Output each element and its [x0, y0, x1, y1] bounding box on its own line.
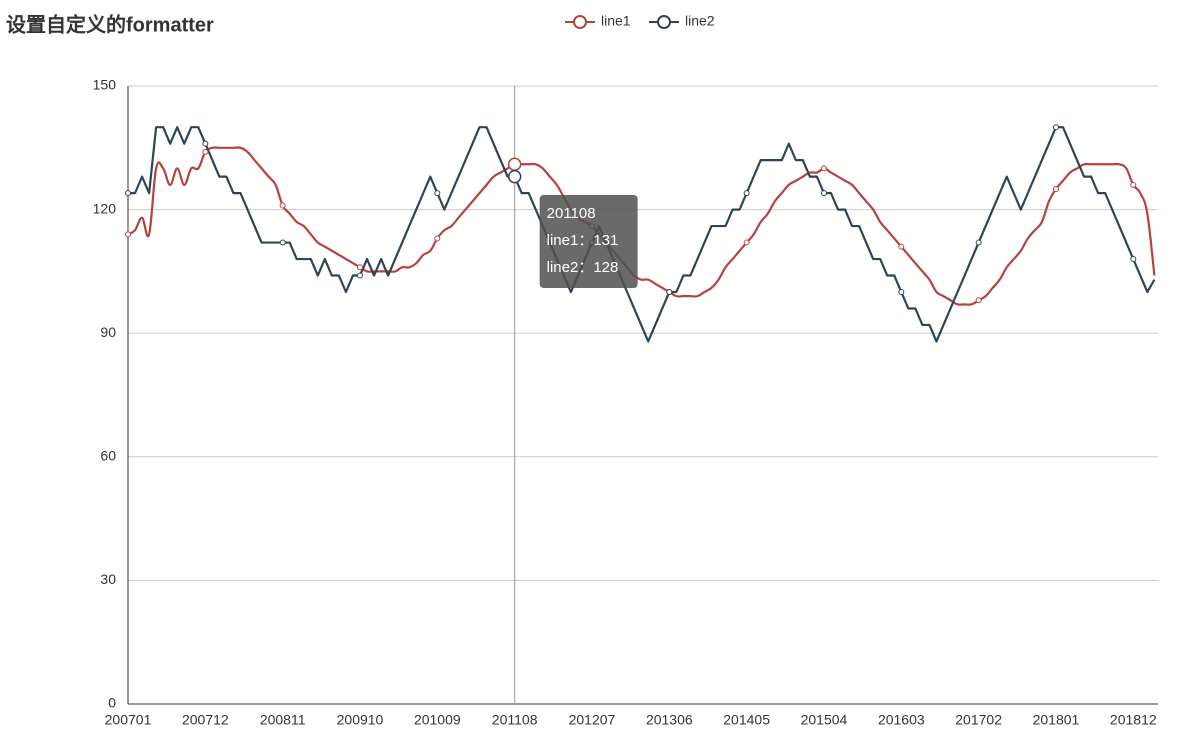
tooltip-text: 201108 — [547, 205, 596, 222]
legend-symbol — [573, 15, 587, 29]
data-point — [125, 231, 131, 238]
y-tick-label: 30 — [100, 571, 116, 587]
data-point — [1052, 124, 1059, 131]
series-line — [127, 146, 1156, 306]
data-point — [202, 148, 209, 155]
tooltip-text: line2：128 — [547, 259, 619, 276]
data-point — [507, 157, 522, 172]
x-tick-label: 201306 — [646, 712, 693, 728]
y-tick-label: 0 — [108, 695, 116, 711]
x-tick-label: 201603 — [878, 712, 925, 728]
data-point — [507, 169, 522, 184]
data-point — [1052, 186, 1059, 192]
data-point — [125, 190, 131, 197]
data-point — [820, 190, 827, 197]
legend-label: line1 — [601, 13, 631, 29]
data-point — [975, 297, 982, 304]
data-point — [1130, 181, 1137, 188]
data-point — [356, 272, 363, 279]
series-line — [128, 126, 1156, 343]
data-point — [820, 165, 827, 172]
y-tick-label: 120 — [93, 200, 117, 216]
data-point — [1130, 256, 1137, 263]
data-point — [743, 239, 750, 246]
data-point — [279, 202, 286, 209]
tooltip-box — [539, 195, 638, 288]
x-tick-label: 201801 — [1033, 712, 1080, 728]
data-point — [279, 239, 286, 246]
tooltip-text: line1：131 — [547, 232, 619, 249]
x-tick-label: 200701 — [105, 712, 152, 728]
x-tick-label: 200811 — [260, 712, 306, 728]
y-tick-label: 150 — [93, 77, 117, 93]
legend-label: line2 — [685, 13, 715, 29]
x-tick-label: 200910 — [337, 712, 384, 728]
x-tick-label: 201207 — [569, 712, 616, 728]
data-point — [898, 289, 905, 295]
data-point — [202, 140, 209, 147]
data-point — [975, 239, 982, 246]
data-point — [898, 243, 905, 250]
legend-symbol — [657, 15, 671, 29]
data-point — [434, 190, 441, 197]
tooltip: 201108 line1：131 line2：128 — [539, 195, 638, 288]
x-tick-label: 201702 — [955, 712, 1002, 728]
data-point — [666, 289, 673, 295]
y-tick-label: 90 — [100, 324, 116, 340]
data-point — [356, 264, 363, 271]
y-tick-label: 60 — [100, 448, 116, 464]
data-point — [434, 235, 441, 242]
x-tick-label: 201405 — [723, 712, 770, 728]
legend: line1 line2 — [565, 13, 715, 29]
data-point — [743, 190, 750, 197]
x-tick-label: 201009 — [414, 712, 461, 728]
x-tick-label: 201504 — [801, 712, 848, 728]
chart-title: 设置自定义的formatter — [6, 12, 214, 36]
x-tick-label: 200712 — [182, 712, 229, 728]
x-tick-label: 201812 — [1110, 712, 1157, 728]
x-tick-label: 201108 — [492, 712, 538, 728]
